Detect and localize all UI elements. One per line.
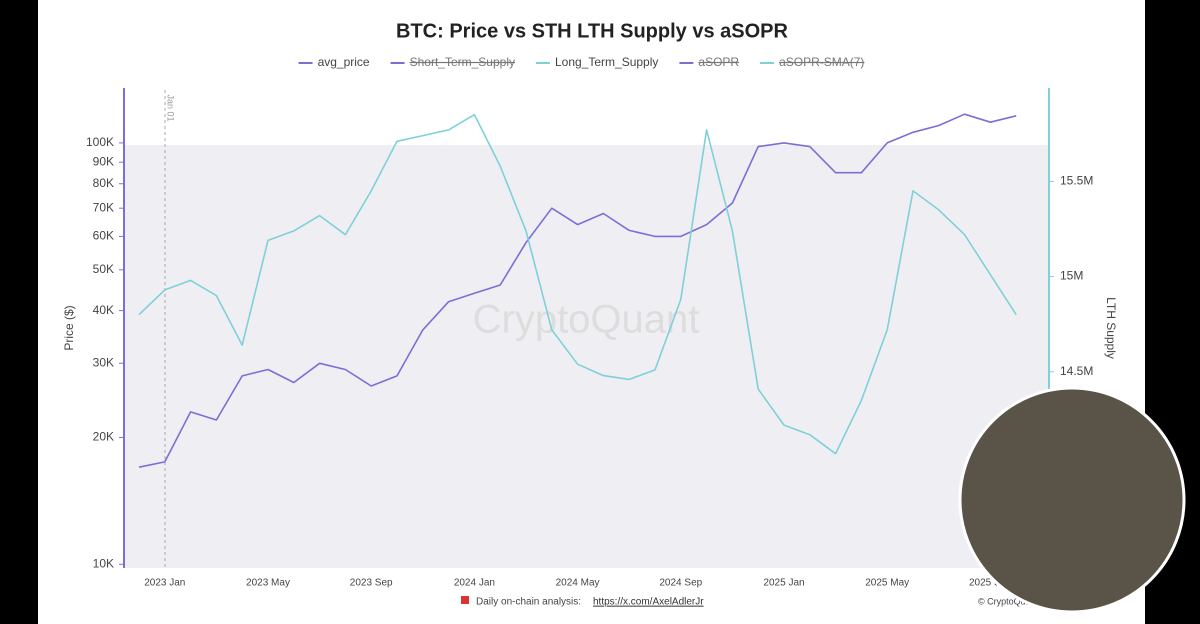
x-tick-label: 2023 Sep	[350, 578, 393, 589]
shaded-region	[125, 145, 1048, 568]
x-tick-label: 2025 May	[865, 578, 909, 589]
y2-axis-label: LTH Supply	[1104, 297, 1118, 359]
y-tick-label: 50K	[93, 262, 114, 276]
legend-label[interactable]: aSOPR	[698, 55, 739, 69]
x-tick-label: 2024 Jan	[454, 578, 495, 589]
y2-tick-label: 14.5M	[1060, 364, 1093, 378]
y-tick-label: 100K	[86, 135, 114, 149]
y2-tick-label: 15.5M	[1060, 174, 1093, 188]
webcam-overlay	[958, 386, 1186, 614]
legend: avg_price Short_Term_Supply Long_Term_Supp…	[298, 55, 864, 69]
legend-label[interactable]: Long_Term_Supply	[555, 55, 658, 69]
x-tick-label: 2023 Jan	[144, 578, 185, 589]
legend-label[interactable]: avg_price	[318, 55, 370, 69]
y-tick-label: 60K	[93, 229, 114, 243]
source-link[interactable]: https://x.com/AxelAdlerJr	[593, 597, 704, 608]
y-tick-label: 70K	[93, 200, 114, 214]
y-tick-label: 80K	[93, 176, 114, 190]
y-tick-label: 30K	[93, 355, 114, 369]
y-tick-label: 40K	[93, 303, 114, 317]
x-tick-label: 2025 Jan	[763, 578, 804, 589]
x-tick-label: 2024 Sep	[659, 578, 702, 589]
x-tick-label: 2023 May	[246, 578, 290, 589]
y-tick-label: 90K	[93, 154, 114, 168]
annotation: Jan 01	[166, 94, 176, 121]
legend-label[interactable]: Short_Term_Supply	[410, 55, 515, 69]
y-axis-label: Price ($)	[62, 305, 76, 350]
y-tick-label: 10K	[93, 556, 114, 570]
series-line	[138, 113, 1017, 455]
x-tick-label: 2025 Sep	[969, 578, 1012, 589]
watermark: CryptoQuant	[473, 298, 700, 342]
copyright: © CryptoQuant	[978, 596, 1039, 606]
flag-icon	[461, 596, 469, 604]
y2-tick-label: 15M	[1060, 269, 1083, 283]
x-tick-label: 2024 May	[556, 578, 600, 589]
series-line	[138, 113, 1017, 468]
chart-title: BTC: Price vs STH LTH Supply vs aSOPR	[396, 20, 789, 42]
source: Daily on-chain analysis:	[476, 597, 581, 608]
plot: 10K 20K 30K 40K 50K 60K 70K 80K 90K 100K 14.5M 15M 1…	[86, 113, 1093, 589]
legend-label[interactable]: aSOPR-SMA(7)	[779, 55, 864, 69]
y-tick-label: 20K	[93, 430, 114, 444]
